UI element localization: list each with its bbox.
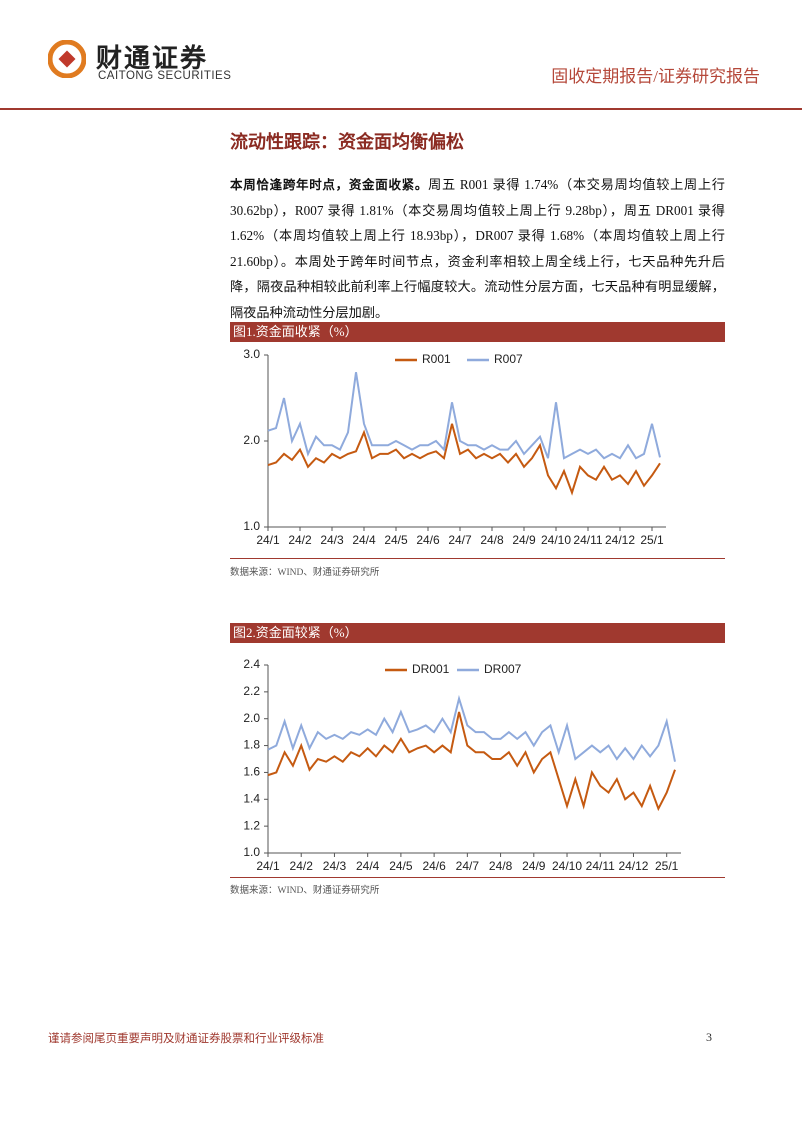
x-tick-label: 24/1	[256, 859, 280, 873]
header-rule	[0, 108, 802, 110]
figure-title: 图2.资金面较紧（%）	[230, 623, 725, 643]
x-tick-label: 24/1	[256, 533, 280, 547]
y-tick-label: 2.4	[243, 657, 260, 671]
x-tick-label: 24/6	[416, 533, 440, 547]
y-tick-label: 3.0	[243, 347, 260, 361]
x-tick-label: 24/5	[389, 859, 413, 873]
series-line	[267, 694, 676, 762]
figure-rule	[230, 877, 725, 878]
y-tick-label: 1.0	[243, 845, 260, 859]
body-text: 周五 R001 录得 1.74%（本交易周均值较上周上行 30.62bp），R0…	[230, 177, 725, 320]
x-tick-label: 24/8	[489, 859, 513, 873]
x-tick-label: 24/10	[552, 859, 582, 873]
x-tick-label: 24/3	[323, 859, 347, 873]
page-number: 3	[706, 1030, 712, 1044]
y-tick-label: 1.6	[243, 765, 260, 779]
y-tick-label: 1.8	[243, 738, 260, 752]
lead: 本周恰逢跨年时点，资金面收紧。	[230, 177, 429, 192]
y-tick-label: 1.2	[243, 818, 260, 832]
y-tick-label: 1.0	[243, 519, 260, 533]
source: 数据来源：WIND、财通证券研究所	[230, 568, 380, 578]
figure-title: 图1.资金面收紧（%）	[230, 322, 725, 342]
x-tick-label: 24/2	[290, 859, 314, 873]
x-tick-label: 24/6	[422, 859, 446, 873]
chart: 1.0 1.2 1.4 1.6 1.8 2.0 2.2 2.4 24/1 24/2 24/3 24/4…	[243, 657, 681, 873]
x-tick-label: 24/3	[320, 533, 344, 547]
y-tick-label: 1.4	[243, 791, 260, 805]
x-tick-label: 24/12	[618, 859, 648, 873]
x-tick-label: 24/2	[288, 533, 312, 547]
x-tick-label: 24/7	[456, 859, 480, 873]
x-tick-label: 24/10	[541, 533, 571, 547]
section-title: 流动性跟踪：资金面均衡偏松	[230, 132, 464, 153]
series-line	[267, 423, 661, 496]
report-type: 固收定期报告/证券研究报告	[551, 67, 760, 86]
figure-rule	[230, 558, 725, 559]
x-tick-label: 24/4	[352, 533, 376, 547]
logo-en: CAITONG SECURITIES	[98, 70, 232, 82]
legend-label: DR001	[412, 662, 450, 676]
logo-icon	[48, 40, 86, 78]
x-tick-label: 24/11	[573, 533, 602, 547]
footer: 谨请参阅尾页重要声明及财通证券股票和行业评级标准	[48, 1033, 324, 1045]
legend-label: R001	[422, 352, 451, 366]
series-line	[267, 372, 661, 460]
legend-label: R007	[494, 352, 523, 366]
y-tick-label: 2.2	[243, 684, 260, 698]
x-tick-label: 24/8	[480, 533, 504, 547]
x-tick-label: 24/9	[512, 533, 536, 547]
x-tick-label: 24/9	[522, 859, 546, 873]
chart: 1.0 2.0 3.0 24/1 24/2 24/3 24/4 24/5 24/6 24/7 24/…	[243, 347, 666, 547]
x-tick-label: 24/7	[448, 533, 472, 547]
logo-text: 财通证券	[96, 44, 209, 74]
x-tick-label: 25/1	[640, 533, 664, 547]
y-tick-label: 2.0	[243, 433, 260, 447]
x-tick-label: 24/12	[605, 533, 635, 547]
source: 数据来源：WIND、财通证券研究所	[230, 886, 380, 896]
x-tick-label: 24/4	[356, 859, 380, 873]
legend-label: DR007	[484, 662, 522, 676]
x-tick-label: 24/11	[586, 859, 615, 873]
y-tick-label: 2.0	[243, 711, 260, 725]
x-tick-label: 24/5	[384, 533, 408, 547]
paragraph: 本周恰逢跨年时点，资金面收紧。周五 R001 录得 1.74%（本交易周均值较上…	[230, 172, 725, 325]
x-tick-label: 25/1	[655, 859, 679, 873]
series-line	[267, 711, 676, 812]
